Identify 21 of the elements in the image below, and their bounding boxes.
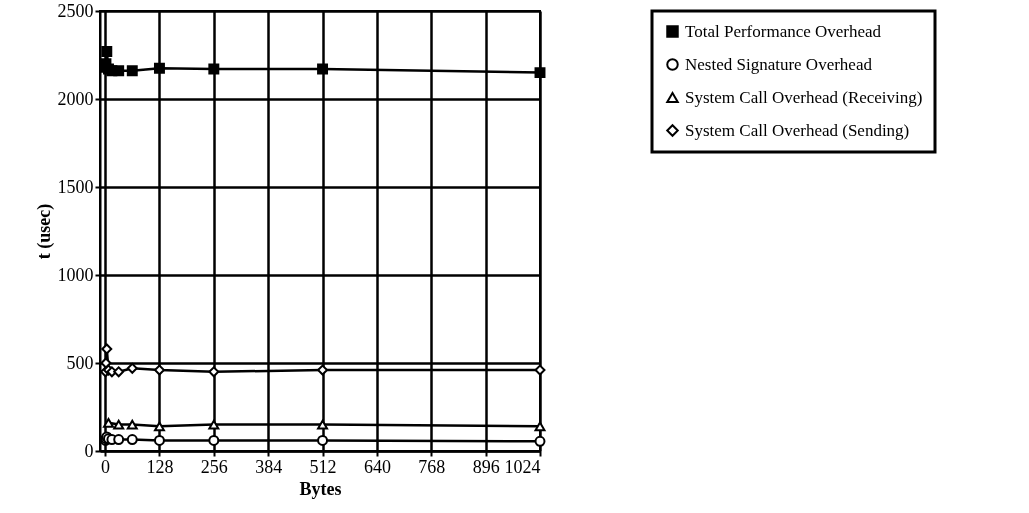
y-tick-label: 2500 — [57, 0, 94, 21]
x-tick-label: 128 — [146, 456, 174, 477]
y-tick-label: 0 — [84, 440, 94, 461]
y-tick-label: 1500 — [57, 176, 94, 197]
y-tick-label: 2000 — [57, 88, 94, 109]
legend-label: System Call Overhead (Sending) — [685, 120, 910, 140]
x-tick-label: 0 — [101, 456, 111, 477]
x-tick-label: 384 — [255, 456, 283, 477]
x-tick-label: 256 — [200, 456, 228, 477]
x-tick-label: 640 — [363, 456, 391, 477]
legend-label: Nested Signature Overhead — [685, 54, 873, 74]
x-tick-label: 512 — [309, 456, 337, 477]
x-tick-label: 768 — [418, 456, 446, 477]
legend-label: System Call Overhead (Receiving) — [685, 87, 923, 107]
y-tick-label: 500 — [66, 352, 94, 373]
x-tick-label: 1024 — [504, 456, 541, 477]
y-axis-title: t (usec) — [33, 203, 55, 260]
y-tick-label: 1000 — [57, 264, 94, 285]
x-axis-title: Bytes — [299, 478, 342, 499]
x-tick-label: 896 — [472, 456, 500, 477]
legend-label: Total Performance Overhead — [685, 21, 882, 41]
